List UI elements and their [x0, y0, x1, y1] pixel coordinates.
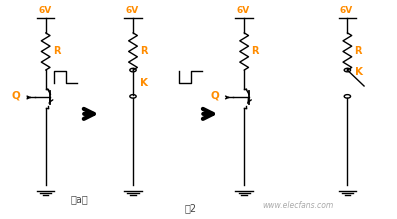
Text: R: R [140, 46, 148, 57]
Text: Q: Q [12, 91, 20, 101]
Text: 6V: 6V [38, 6, 52, 15]
Text: K: K [140, 78, 148, 88]
Text: 图2: 图2 [185, 203, 197, 213]
Text: www.elecfans.com: www.elecfans.com [262, 201, 333, 210]
Text: Q: Q [210, 91, 219, 101]
Text: R: R [355, 46, 362, 57]
Text: R: R [251, 46, 259, 57]
Text: 6V: 6V [125, 6, 139, 15]
Text: （a）: （a） [71, 194, 88, 204]
Text: 6V: 6V [237, 6, 250, 15]
Text: 6V: 6V [340, 6, 353, 15]
Text: R: R [53, 46, 60, 57]
Text: K: K [355, 67, 362, 77]
